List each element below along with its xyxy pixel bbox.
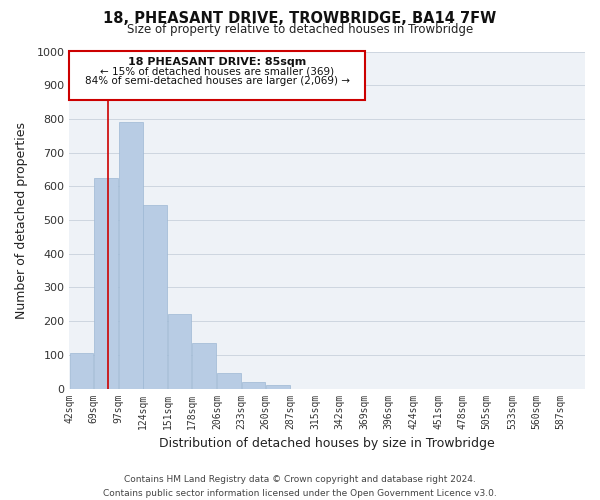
Bar [242,382,265,388]
Bar [192,343,216,388]
Bar [217,374,241,388]
Bar [143,205,167,388]
Bar [168,314,191,388]
Bar [70,353,93,388]
Text: Size of property relative to detached houses in Trowbridge: Size of property relative to detached ho… [127,22,473,36]
Bar [69,52,365,100]
Text: ← 15% of detached houses are smaller (369): ← 15% of detached houses are smaller (36… [100,66,334,76]
Text: Contains HM Land Registry data © Crown copyright and database right 2024.
Contai: Contains HM Land Registry data © Crown c… [103,476,497,498]
X-axis label: Distribution of detached houses by size in Trowbridge: Distribution of detached houses by size … [159,437,495,450]
Y-axis label: Number of detached properties: Number of detached properties [15,122,28,318]
Text: 84% of semi-detached houses are larger (2,069) →: 84% of semi-detached houses are larger (… [85,76,350,86]
Text: 18 PHEASANT DRIVE: 85sqm: 18 PHEASANT DRIVE: 85sqm [128,56,306,66]
Bar [94,178,118,388]
Bar [119,122,143,388]
Bar [266,385,290,388]
Text: 18, PHEASANT DRIVE, TROWBRIDGE, BA14 7FW: 18, PHEASANT DRIVE, TROWBRIDGE, BA14 7FW [103,11,497,26]
